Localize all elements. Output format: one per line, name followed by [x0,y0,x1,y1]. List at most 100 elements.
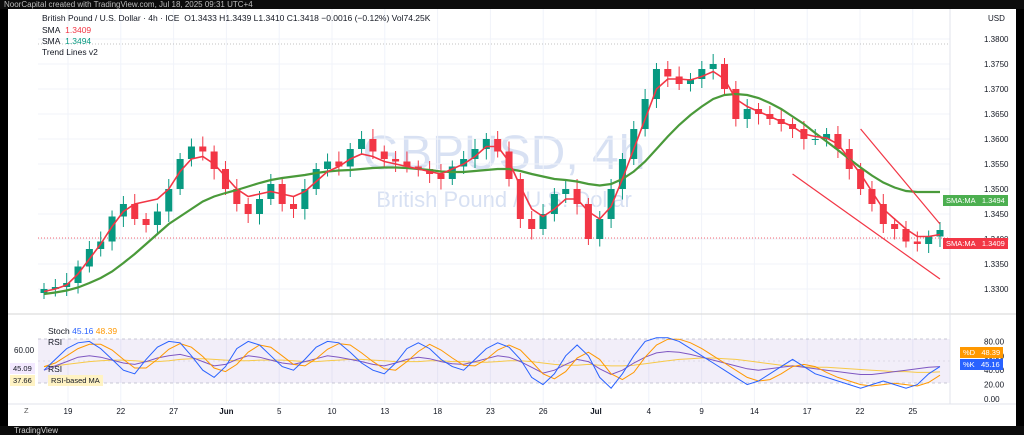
time-tick-label: 17 [803,407,812,416]
candle-body [335,161,343,167]
stoch-legend-k: 45.16 [72,326,94,336]
candle-body [210,151,218,169]
candle-body [732,89,740,119]
stoch-legend[interactable]: Stoch 45.16 48.39 [48,326,117,336]
trend-line-lower[interactable] [792,173,941,280]
price-tick-label: 1.3500 [984,185,1009,194]
sma-slow-pill-label: SMA:MA [946,196,976,205]
candle-body [675,76,683,84]
price-tick-label: 1.3750 [984,60,1009,69]
rsi-legend[interactable]: RSI [48,337,62,347]
attribution-text: NoorCapital created with TradingView.com… [4,0,253,9]
candle-body [290,204,298,209]
candle-body [131,204,139,219]
stoch-k-pill: %K 45.16 [960,359,1003,370]
candle-body [482,139,490,149]
candle-body [618,159,626,189]
stoch-legend-d: 48.39 [95,326,118,336]
osc-tick-label: 20.00 [984,381,1005,390]
osc-tick-label: 0.00 [984,395,1000,404]
candle-body [664,69,672,77]
time-tick-label: 22 [856,407,865,416]
candle-body [187,146,195,159]
sma-fast-legend-value: 1.3409 [65,25,92,35]
time-tick-label: 10 [328,407,337,416]
sma-slow-pill-value: 1.3494 [981,196,1005,205]
price-tick-label: 1.3600 [984,135,1009,144]
price-axis[interactable]: 1.3800 1.3750 1.3700 1.3650 1.3600 1.3550 1.35… [984,35,1009,294]
osc-tick-label: 80.00 [984,337,1005,346]
sma-fast-price-pill: SMA:MA 1.3409 [943,238,1008,249]
time-tick-label: 9 [699,407,704,416]
stoch-k-pill-label: %K [963,360,975,369]
candle-body [505,151,513,179]
price-tick-label: 1.3550 [984,160,1009,169]
candle-body [165,189,173,212]
rsi-value-pill: 45.09 [10,363,35,374]
time-tick-label: 27 [169,407,178,416]
candle-body [925,236,933,244]
watermark-name: British Pound / U.S. Dollar [376,187,632,212]
sma-slow-legend-label: SMA [42,36,61,46]
candle-body [857,169,865,189]
candle-body [142,219,150,225]
trend-line-upper[interactable] [860,128,941,225]
price-tick-label: 1.3350 [984,260,1009,269]
sma-fast-pill-label: SMA:MA [946,239,976,248]
time-tick-label: Jun [219,407,233,416]
sma-slow-line [43,92,940,296]
candle-body [358,139,366,149]
time-tick-label: 14 [750,407,759,416]
stoch-k-pill-value: 45.16 [980,360,1000,369]
time-axis[interactable]: 19 22 27 Jun 5 10 13 18 23 26 Jul 4 9 14 17 22 25 [64,407,918,416]
candle-body [403,161,411,167]
sma-fast-pill-value: 1.3409 [981,239,1005,248]
price-tick-label: 1.3700 [984,85,1009,94]
timezone-z-label: Z [24,406,29,415]
candle-body [392,159,400,162]
time-tick-label: 25 [908,407,917,416]
chart-canvas[interactable]: GBPUSD, 4h British Pound / U.S. Dollar [8,9,1016,426]
tradingview-footer: TradingView [0,426,1024,435]
candle-body [199,146,207,152]
rsi-legend-label: RSI [48,337,63,347]
candle-body [834,134,842,149]
symbol-title: British Pound / U.S. Dollar · 4h · ICE [42,13,180,23]
candle-body [562,189,570,194]
currency-label: USD [988,14,1005,23]
time-tick-label: 4 [647,407,652,416]
chart-panel[interactable]: GBPUSD, 4h British Pound / U.S. Dollar [8,9,1016,426]
candle-body [255,199,264,214]
candle-body [539,214,547,229]
price-tick-label: 1.3650 [984,110,1009,119]
candle-body [51,287,59,289]
time-tick-label: 19 [64,407,73,416]
rsi-ma-label: RSI-based MA [51,376,100,385]
candle-body [108,216,116,242]
watermark-symbol: GBPUSD, 4h [363,127,646,180]
candle-body [437,174,445,179]
time-tick-label: 13 [380,407,389,416]
stoch-d-pill: %D 48.39 [960,347,1004,358]
candle-body [528,219,536,229]
rsi-value: 45.09 [13,364,32,373]
sma-fast-line [43,70,941,293]
rsi-ma-label-pill: RSI-based MA [48,375,103,386]
sma-slow-price-pill: SMA:MA 1.3494 [943,195,1008,206]
rsi-ma-value: 37.66 [13,376,32,385]
candle-body [891,224,899,229]
trend-lines-legend-label: Trend Lines v2 [42,47,98,57]
stoch-d-pill-label: %D [963,348,976,357]
sma-fast-legend[interactable]: SMA 1.3409 [42,25,91,35]
candle-body [153,211,161,225]
candle-body [709,64,717,69]
candle-body [460,159,468,167]
candle-body [380,151,388,159]
symbol-legend[interactable]: British Pound / U.S. Dollar · 4h · ICE O… [42,13,430,23]
trend-lines-legend[interactable]: Trend Lines v2 [42,47,98,57]
candle-body [596,219,604,239]
candle-body [369,139,377,152]
candle-body [868,189,876,204]
sma-slow-legend[interactable]: SMA 1.3494 [42,36,91,46]
osc-left-60-label: 60.00 [14,346,35,355]
